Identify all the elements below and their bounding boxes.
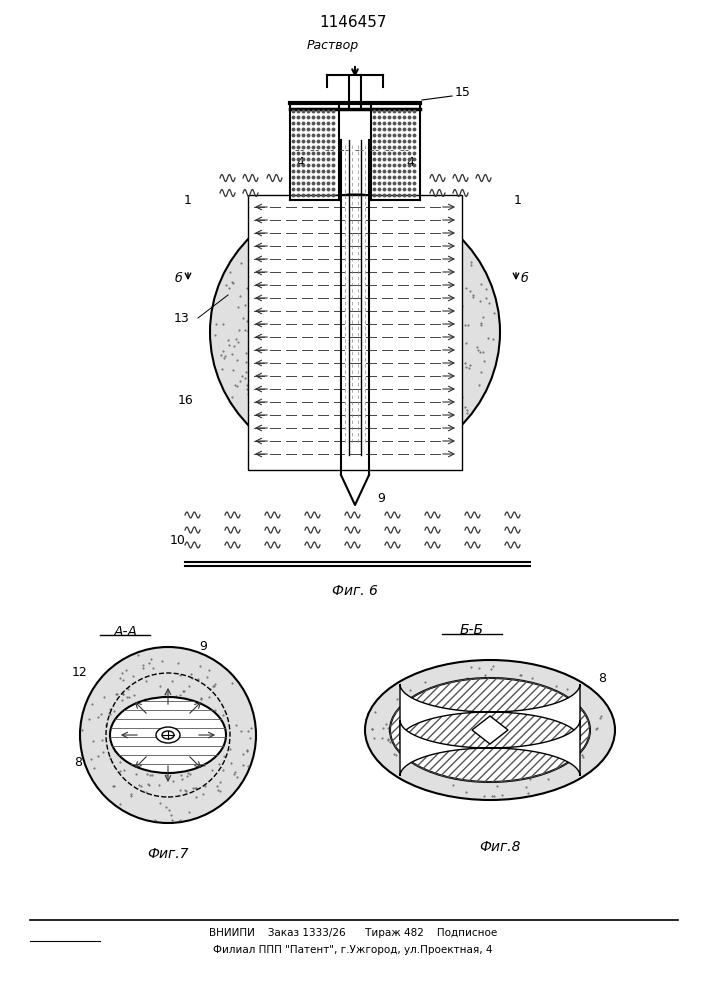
Text: Филиал ППП "Патент", г.Ужгород, ул.Проектная, 4: Филиал ППП "Патент", г.Ужгород, ул.Проек…: [214, 945, 493, 955]
Text: Б-Б: Б-Б: [460, 623, 484, 637]
Text: 8: 8: [74, 756, 82, 770]
Ellipse shape: [210, 194, 500, 470]
Text: 9: 9: [377, 491, 385, 504]
Text: 11: 11: [233, 690, 249, 704]
Text: 4: 4: [296, 156, 304, 169]
Text: А-А: А-А: [114, 625, 138, 639]
Text: б: б: [520, 271, 528, 284]
Text: 13: 13: [236, 760, 252, 774]
Text: б: б: [174, 271, 182, 284]
Text: 15: 15: [455, 87, 471, 100]
Text: ВНИИПИ    Заказ 1333/26      Тираж 482    Подписное: ВНИИПИ Заказ 1333/26 Тираж 482 Подписное: [209, 928, 497, 938]
Text: 12: 12: [72, 666, 88, 680]
Text: 10: 10: [170, 534, 186, 546]
Ellipse shape: [365, 660, 615, 800]
Text: 1: 1: [514, 194, 522, 207]
Ellipse shape: [156, 727, 180, 743]
Text: 16: 16: [178, 393, 194, 406]
Circle shape: [80, 647, 256, 823]
Ellipse shape: [390, 678, 590, 782]
Bar: [248, 195, 462, 470]
Text: 13: 13: [174, 312, 190, 324]
Text: Раствор: Раствор: [307, 39, 359, 52]
Ellipse shape: [162, 731, 174, 739]
Text: 1146457: 1146457: [320, 15, 387, 30]
Text: 18: 18: [366, 712, 382, 724]
Ellipse shape: [110, 697, 226, 773]
Text: 1: 1: [184, 194, 192, 207]
Text: 8: 8: [598, 672, 606, 684]
Polygon shape: [400, 720, 580, 776]
Text: Фиг. 6: Фиг. 6: [332, 584, 378, 598]
Polygon shape: [400, 684, 580, 740]
Polygon shape: [472, 716, 508, 744]
Text: 9: 9: [199, 641, 207, 654]
Text: 9: 9: [578, 766, 586, 778]
Text: Фиг.7: Фиг.7: [147, 847, 189, 861]
Text: 4: 4: [406, 156, 414, 169]
Text: Фиг.8: Фиг.8: [479, 840, 521, 854]
Text: 17: 17: [460, 786, 476, 798]
